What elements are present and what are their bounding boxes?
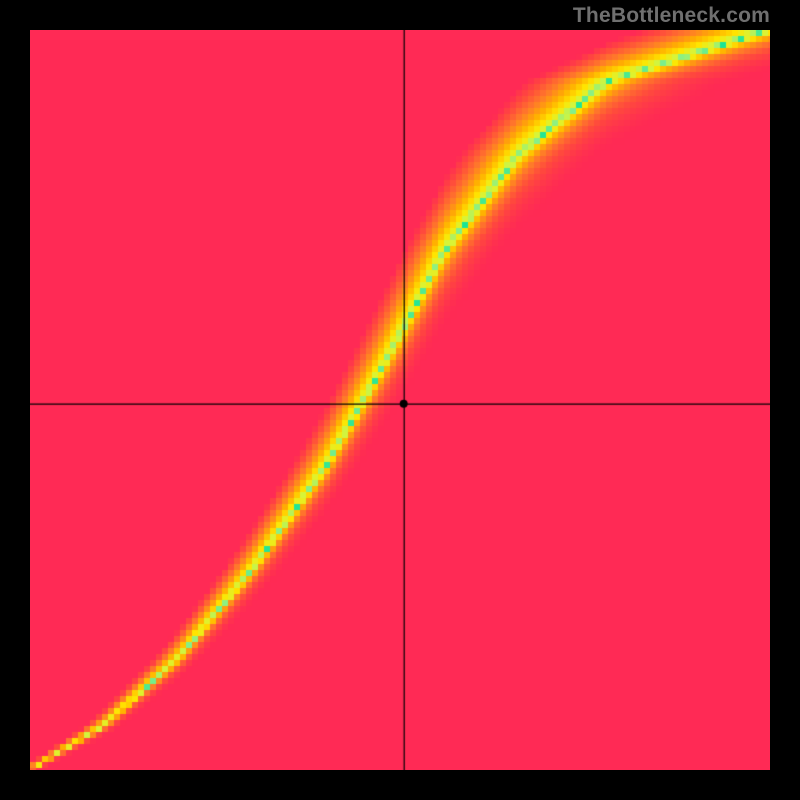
crosshair-overlay (30, 30, 770, 770)
watermark-text: TheBottleneck.com (573, 4, 770, 28)
heatmap-plot (30, 30, 770, 770)
chart-frame: TheBottleneck.com (0, 0, 800, 800)
